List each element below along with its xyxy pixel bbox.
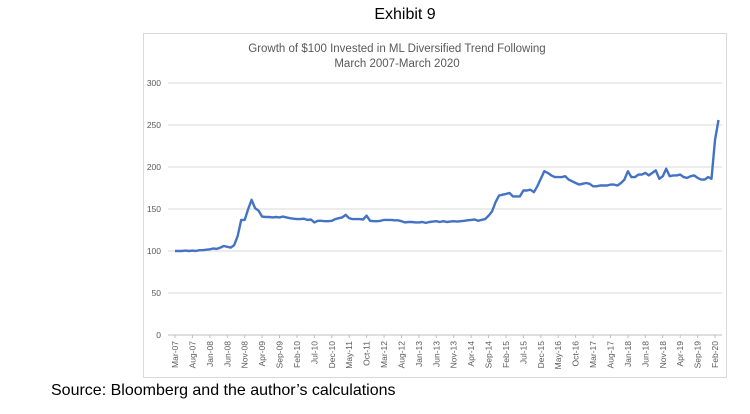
x-tick-label: Apr-14 [466,341,476,367]
y-tick-label: 250 [147,120,161,130]
x-tick-label: Sep-14 [484,341,494,369]
x-tick-label: Mar-07 [170,341,180,368]
x-tick-label: Nov-18 [658,341,668,369]
x-tick-label: Mar-12 [379,341,389,368]
x-tick-label: Aug-12 [396,341,406,369]
y-tick-label: 100 [147,246,161,256]
y-tick-label: 200 [147,162,161,172]
x-tick-label: Jan-08 [205,341,215,367]
x-tick-label: Oct-11 [362,341,372,366]
x-tick-label: Apr-19 [675,341,685,367]
x-tick-label: Feb-15 [501,341,511,368]
source-note: Source: Bloomberg and the author’s calcu… [51,382,396,399]
x-tick-label: Sep-19 [693,341,703,369]
x-tick-label: Jun-18 [640,341,650,367]
x-tick-label: Feb-20 [710,341,720,368]
chart-frame [143,33,727,378]
exhibit-label: Exhibit 9 [374,6,436,23]
x-tick-label: Jun-13 [431,341,441,367]
x-tick-label: May-11 [344,341,354,369]
x-tick-label: Oct-16 [571,341,581,367]
x-tick-label: Mar-17 [588,341,598,368]
x-tick-label: Dec-15 [536,341,546,369]
x-tick-label: Jan-18 [623,341,633,367]
y-tick-label: 150 [147,204,161,214]
x-tick-label: Jul-15 [518,341,528,364]
series-line [175,119,720,253]
y-tick-label: 50 [152,288,162,298]
x-tick-label: Jun-08 [222,341,232,367]
x-tick-label: Jan-13 [414,341,424,367]
y-tick-label: 0 [156,330,161,340]
x-tick-label: Aug-07 [187,341,197,369]
chart-subtitle: March 2007-March 2020 [334,58,459,70]
x-tick-label: May-16 [553,341,563,370]
y-tick-label: 300 [147,78,161,88]
x-tick-label: Jul-10 [309,341,319,364]
x-tick-label: Apr-09 [257,341,267,367]
x-tick-label: Dec-10 [327,341,337,369]
x-tick-label: Nov-08 [240,341,250,369]
x-tick-label: Nov-13 [449,341,459,369]
x-tick-label: Feb-10 [292,341,302,368]
x-tick-label: Sep-09 [275,341,285,369]
chart-title: Growth of $100 Invested in ML Diversifie… [248,43,545,55]
x-tick-label: Aug-17 [606,341,616,369]
